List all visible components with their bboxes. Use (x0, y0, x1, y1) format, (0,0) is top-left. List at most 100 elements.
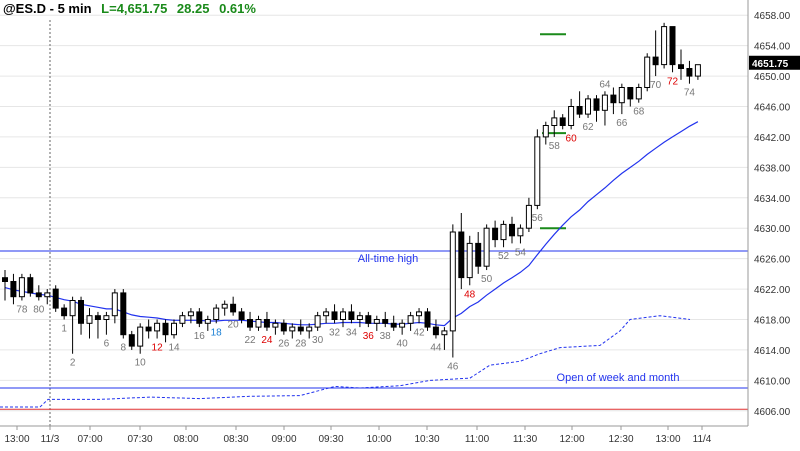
candle (644, 53, 651, 92)
bar-number: 80 (33, 305, 45, 316)
candle (137, 323, 144, 354)
candle-body (196, 311, 203, 324)
x-tick-label: 11/3 (41, 434, 60, 445)
candle-body (568, 106, 575, 126)
candle (416, 308, 422, 324)
candle-body (348, 311, 355, 320)
candle-body (678, 64, 684, 69)
candle (492, 220, 499, 248)
x-tick-label: 07:30 (127, 434, 152, 445)
candle-body (390, 322, 397, 328)
bar-number: 62 (582, 122, 594, 133)
x-tick-label: 11:30 (513, 434, 538, 445)
candle (263, 311, 270, 331)
candle-body (669, 26, 676, 66)
candle-body (458, 231, 465, 279)
bar-number: 18 (211, 327, 223, 338)
bar-number: 56 (532, 213, 544, 224)
bar-number: 16 (194, 331, 206, 342)
y-tick-label: 4642.00 (754, 133, 791, 144)
candle-body (551, 117, 558, 127)
candle-body (416, 311, 422, 317)
candle (94, 311, 101, 339)
candle (145, 319, 152, 339)
candle-body (314, 315, 321, 328)
annotations: All-time high Open of week and month (358, 253, 680, 384)
candle-body (466, 242, 473, 279)
bar-number: 74 (684, 88, 696, 99)
candle-body (331, 311, 338, 320)
candle (297, 319, 304, 335)
candle-body (18, 277, 25, 298)
bar-number: 38 (380, 331, 392, 342)
candle-body (10, 281, 17, 298)
open-week-month-label: Open of week and month (557, 372, 680, 384)
last-price-readout: L=4,651.75 (101, 1, 167, 16)
x-tick-label: 13:00 (4, 434, 29, 445)
candle-body (483, 227, 490, 267)
candle (247, 311, 253, 331)
candle (568, 98, 575, 130)
candle-body (120, 292, 127, 336)
bar-number: 58 (549, 141, 561, 152)
candle (542, 121, 549, 145)
candle (314, 311, 321, 331)
candle (669, 26, 676, 73)
candle (340, 308, 346, 328)
candle-body (559, 117, 566, 127)
bar-number: 20 (228, 320, 240, 331)
ema-path (4, 121, 699, 327)
y-tick-label: 4630.00 (754, 224, 791, 235)
bar-number: 36 (363, 331, 375, 342)
candle-body (213, 307, 220, 321)
candle (61, 304, 68, 320)
y-tick-label: 4610.00 (754, 376, 791, 387)
candle-body (103, 315, 110, 321)
candle (407, 311, 414, 331)
candle (306, 323, 313, 339)
bar-number: 40 (397, 339, 409, 350)
candle-body (35, 292, 42, 298)
bar-number: 70 (650, 80, 662, 91)
candle-body (694, 64, 701, 77)
bar-number: 12 (152, 343, 164, 354)
bar-number: 64 (599, 79, 611, 90)
candle-body (644, 56, 651, 88)
y-tick-label: 4634.00 (754, 194, 791, 205)
candle (289, 323, 296, 339)
candle-body (280, 322, 287, 332)
candle-body (585, 98, 591, 115)
candle-body (492, 227, 499, 241)
x-tick-label: 10:00 (366, 434, 391, 445)
x-tick-label: 09:30 (318, 434, 343, 445)
candle (10, 273, 17, 305)
candle (120, 289, 127, 339)
candle-body (86, 315, 93, 324)
candle-body (399, 322, 406, 328)
ema-line (4, 121, 699, 327)
candle-body (373, 319, 380, 324)
bar-number: 8 (121, 343, 127, 354)
candle (618, 83, 625, 115)
candle-body (137, 326, 144, 347)
candle (610, 87, 617, 115)
change-readout: 28.25 (177, 1, 210, 16)
candle-body (27, 277, 34, 294)
x-tick-label: 11:00 (465, 434, 490, 445)
candle (2, 270, 8, 301)
candle-body (272, 322, 279, 328)
candle-body (542, 125, 549, 138)
candle-body (610, 94, 617, 104)
bar-number: 78 (16, 305, 28, 316)
candle (483, 224, 490, 271)
x-tick-label: 08:30 (223, 434, 248, 445)
candle-body (255, 319, 262, 328)
candle-body (247, 319, 253, 328)
candle (356, 311, 363, 328)
last-price-tag: 4651.75 (752, 59, 789, 70)
candle-body (52, 288, 59, 309)
y-tick-label: 4654.00 (754, 42, 791, 53)
candle (323, 308, 330, 324)
